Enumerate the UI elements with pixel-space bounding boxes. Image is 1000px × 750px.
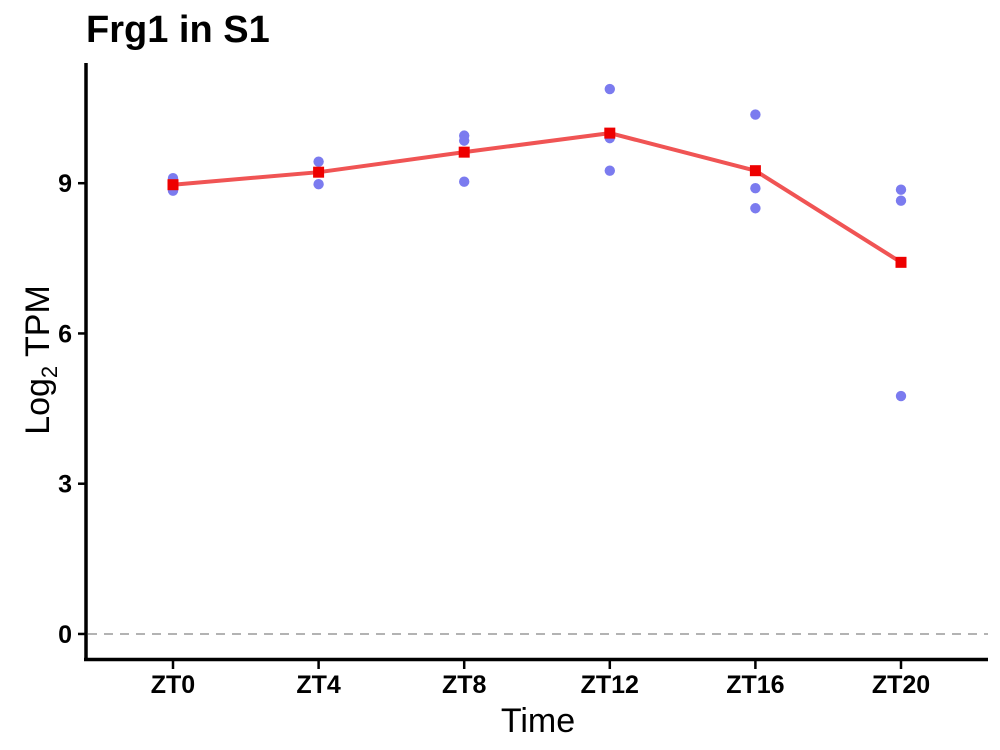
y-tick-label: 6: [58, 320, 72, 348]
lines-layer: [171, 131, 903, 265]
data-point: [895, 184, 907, 195]
data-point: [313, 179, 324, 190]
mean-marker: [458, 146, 470, 158]
x-axis-ticks: ZT0 ZT4 ZT8 ZT12 ZT16 ZT20: [151, 661, 930, 699]
x-tick-label: ZT12: [581, 671, 639, 699]
x-tick-label: ZT16: [726, 671, 784, 699]
data-point: [459, 176, 470, 187]
points-layer: [167, 83, 907, 402]
x-tick-label: ZT4: [296, 671, 341, 699]
x-tick-label: ZT20: [872, 671, 930, 699]
chart-title: Frg1 in S1: [86, 9, 270, 51]
y-axis-ticks: 0 3 6 9: [58, 170, 86, 649]
data-point: [895, 195, 907, 206]
y-tick-label: 0: [58, 621, 72, 649]
y-axis-title-subscript: 2: [37, 366, 62, 378]
mean-marker: [749, 165, 761, 177]
y-axis-title: Log2 TPM: [19, 285, 62, 435]
data-point: [313, 156, 324, 167]
y-tick-label: 3: [58, 471, 72, 499]
x-tick-label: ZT0: [151, 671, 195, 699]
plot-area: [88, 83, 988, 635]
mean-marker: [313, 166, 325, 178]
x-axis-title: Time: [501, 702, 575, 740]
data-point: [750, 203, 761, 214]
data-point: [750, 109, 761, 120]
data-point: [895, 390, 907, 402]
x-tick-label: ZT8: [442, 671, 487, 699]
y-axis-title-base: Log: [19, 378, 57, 435]
markers-layer: [167, 127, 907, 268]
y-tick-label: 9: [58, 170, 72, 198]
y-axis-title-suffix: TPM: [19, 285, 57, 366]
data-point: [459, 135, 470, 146]
mean-marker: [895, 256, 907, 268]
data-point: [604, 165, 615, 176]
mean-marker: [167, 179, 179, 191]
mean-marker: [604, 127, 616, 139]
mean-line: [171, 131, 903, 265]
data-point: [750, 183, 761, 194]
data-point: [604, 83, 615, 95]
